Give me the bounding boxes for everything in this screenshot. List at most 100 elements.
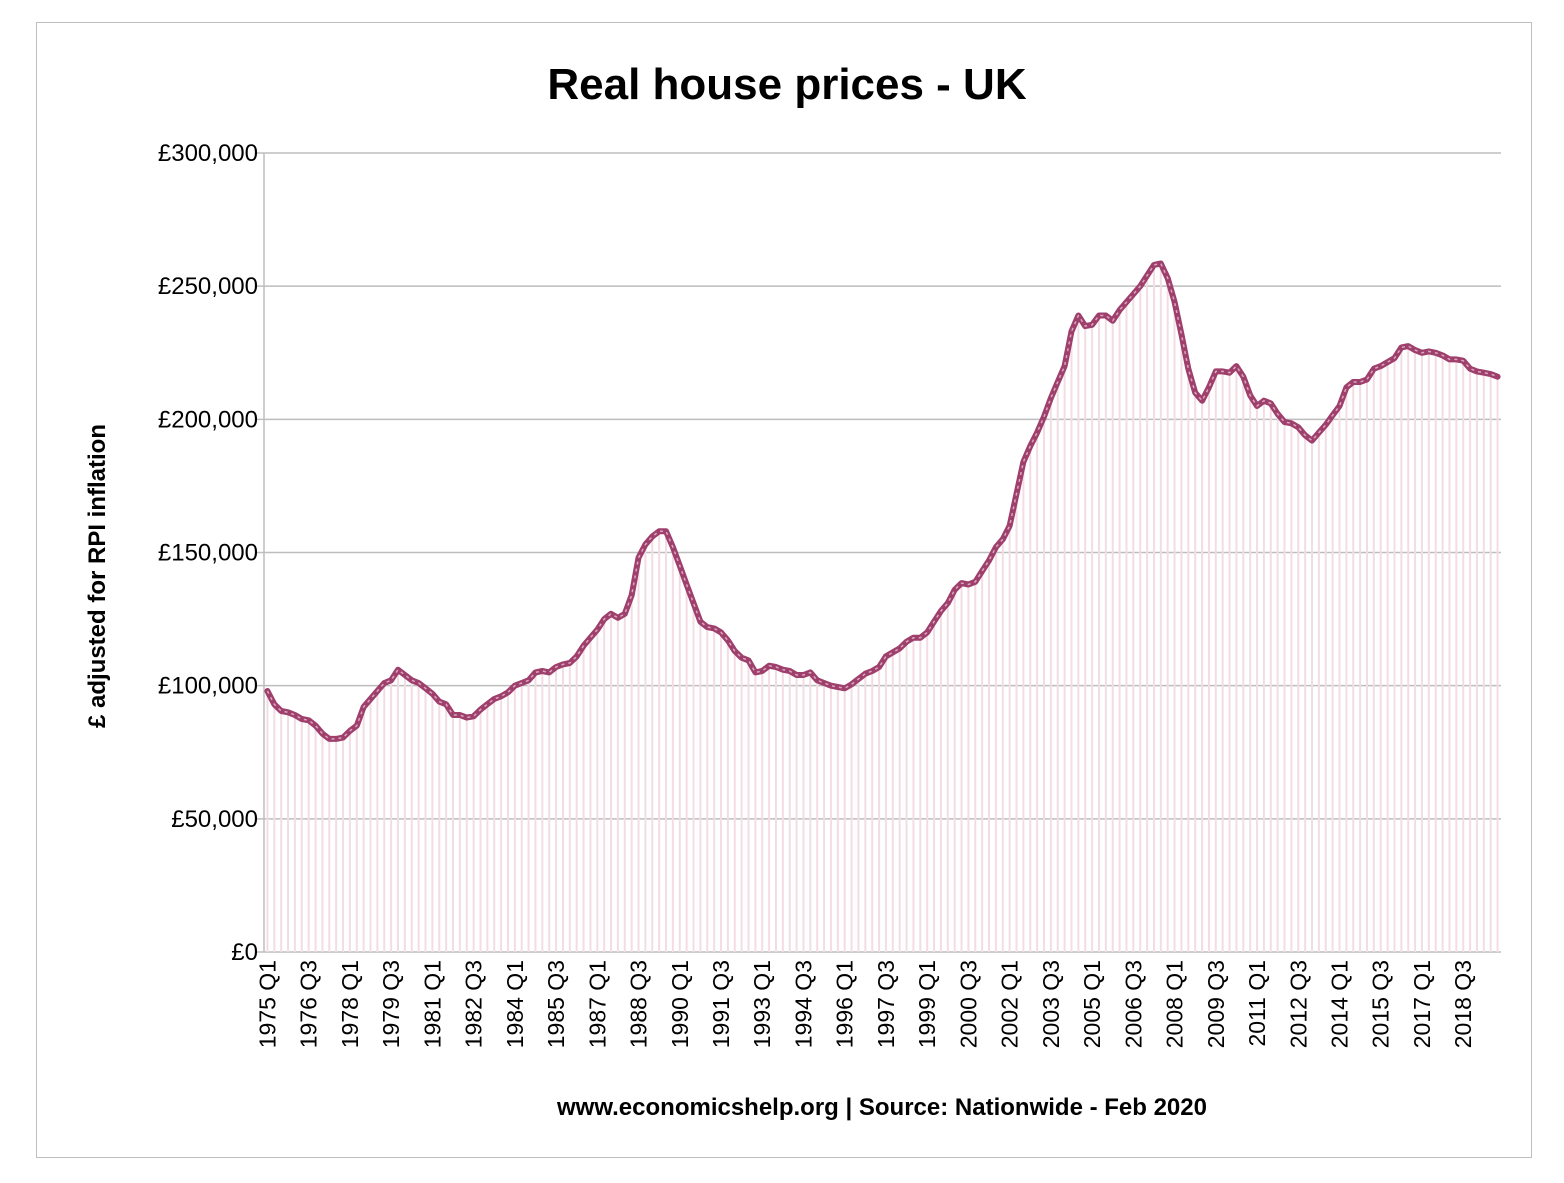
data-bar <box>603 619 606 952</box>
data-bar <box>1221 371 1224 953</box>
x-tick-label: 2018 Q3 <box>1450 960 1476 1048</box>
data-bar <box>946 603 949 952</box>
data-bar <box>1022 461 1025 952</box>
data-bar <box>280 710 283 952</box>
data-bar <box>1091 324 1094 952</box>
data-bar <box>795 675 798 952</box>
x-axis-title: www.economicshelp.org | Source: Nationwi… <box>556 1094 1207 1121</box>
data-bar <box>1290 423 1293 952</box>
data-bar <box>651 536 654 952</box>
data-bar <box>1249 395 1252 952</box>
x-tick-label: 1981 Q1 <box>419 960 445 1048</box>
data-bar <box>383 683 386 952</box>
x-tick-label: 1979 Q3 <box>378 960 404 1048</box>
data-bar <box>1166 278 1169 953</box>
data-bar <box>1194 392 1197 952</box>
x-tick-label: 2015 Q3 <box>1368 960 1394 1048</box>
data-bar <box>1125 302 1128 952</box>
data-bar <box>740 657 743 952</box>
data-bar <box>1159 263 1162 952</box>
data-bar <box>1462 360 1465 952</box>
data-bar <box>761 671 764 952</box>
data-bar <box>1001 539 1004 952</box>
y-tick-label: £250,000 <box>158 273 258 300</box>
data-bar <box>974 581 977 952</box>
data-bar <box>671 547 674 952</box>
data-bar <box>1407 346 1410 952</box>
data-bar <box>850 684 853 952</box>
data-bar <box>939 611 942 952</box>
data-bar <box>733 651 736 952</box>
data-bar <box>699 621 702 952</box>
x-tick-label: 1994 Q3 <box>791 960 817 1048</box>
area-fill <box>266 263 1499 953</box>
data-bar <box>933 621 936 952</box>
data-bar <box>878 667 881 952</box>
series-line <box>264 260 1501 742</box>
data-bar <box>678 565 681 952</box>
data-bar <box>1297 427 1300 952</box>
data-bar <box>568 663 571 952</box>
data-bar <box>1324 424 1327 952</box>
data-bar <box>623 613 626 952</box>
data-bar <box>816 680 819 952</box>
data-bar <box>1262 400 1265 952</box>
data-bar <box>630 595 633 952</box>
data-bar <box>1152 264 1155 952</box>
data-bar <box>589 637 592 952</box>
data-bar <box>905 641 908 952</box>
data-bar <box>548 672 551 952</box>
data-bar <box>445 704 448 952</box>
data-bar <box>1496 376 1499 953</box>
data-bar <box>774 667 777 952</box>
data-bar <box>1049 398 1052 952</box>
x-tick-label: 2003 Q3 <box>1038 960 1064 1048</box>
data-bar <box>1400 347 1403 952</box>
data-bar <box>561 664 564 952</box>
data-bar <box>273 704 276 952</box>
data-bar <box>637 557 640 952</box>
data-bar <box>287 712 290 952</box>
data-bar <box>864 673 867 952</box>
data-bar <box>479 709 482 952</box>
data-bar <box>1228 372 1231 953</box>
data-bar <box>994 547 997 952</box>
data-bar <box>513 685 516 952</box>
data-bar <box>823 683 826 952</box>
data-bar <box>809 672 812 952</box>
data-bar <box>1283 421 1286 952</box>
data-bar <box>1063 366 1066 953</box>
data-bar <box>520 683 523 952</box>
data-bar <box>1070 331 1073 952</box>
data-bar <box>1345 387 1348 953</box>
data-bar <box>369 698 372 952</box>
data-bar <box>307 720 310 952</box>
data-bar <box>1214 371 1217 953</box>
x-tick-label: 2011 Q1 <box>1244 960 1270 1047</box>
data-bar <box>713 628 716 952</box>
data-bar <box>1173 302 1176 952</box>
data-bar <box>829 685 832 952</box>
x-tick-label: 1984 Q1 <box>502 960 528 1048</box>
x-axis-ticks: 1975 Q1 1976 Q3 1978 Q1 1979 Q3 1981 Q1 1982 … <box>254 960 1476 1048</box>
data-bar <box>747 660 750 952</box>
data-bar <box>1036 432 1039 952</box>
data-bar <box>376 690 379 952</box>
data-bar <box>1455 359 1458 952</box>
data-bar <box>1331 415 1334 952</box>
x-tick-label: 1976 Q3 <box>296 960 322 1048</box>
x-tick-label: 2017 Q1 <box>1409 960 1435 1048</box>
data-bar <box>1015 493 1018 952</box>
data-bar <box>1427 351 1430 952</box>
data-bar <box>582 645 585 952</box>
data-bar <box>898 648 901 952</box>
series-line-path <box>264 260 1501 742</box>
data-bar <box>451 714 454 952</box>
data-bar <box>1276 414 1279 952</box>
x-tick-label: 1990 Q1 <box>667 960 693 1048</box>
data-bar <box>1132 294 1135 952</box>
data-bar <box>1475 371 1478 953</box>
y-tick-label: £300,000 <box>158 140 258 167</box>
x-tick-label: 2008 Q1 <box>1162 960 1188 1048</box>
data-bar <box>1008 525 1011 952</box>
